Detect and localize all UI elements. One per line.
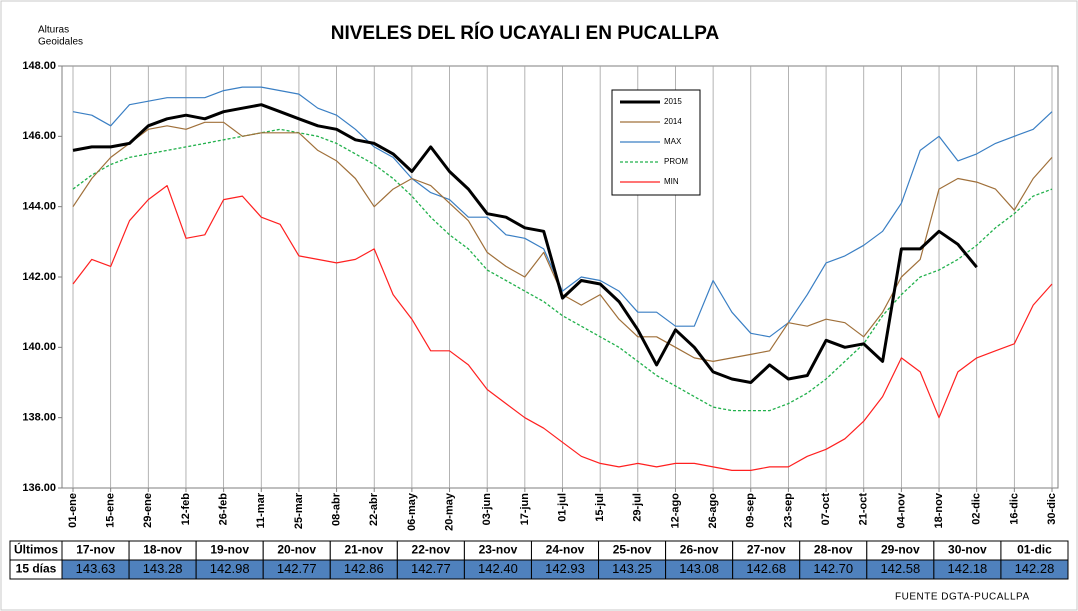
x-tick-label: 15-ene [105, 493, 117, 528]
legend-label: 2014 [664, 117, 682, 126]
table-value: 142.98 [210, 561, 250, 576]
legend-label: MIN [664, 177, 679, 186]
table-date: 29-nov [881, 543, 920, 557]
table-value: 143.28 [143, 561, 183, 576]
table-value: 142.86 [344, 561, 384, 576]
x-tick-label: 26-feb [218, 493, 230, 526]
table-value: 142.70 [813, 561, 853, 576]
y-tick-label: 146.00 [22, 130, 56, 142]
table-value: 142.77 [277, 561, 317, 576]
x-tick-label: 18-nov [933, 492, 945, 528]
y-tick-label: 136.00 [22, 482, 56, 494]
y-tick-label: 148.00 [22, 60, 56, 72]
table-date: 21-nov [344, 543, 383, 557]
source-note: FUENTE DGTA-PUCALLPA [895, 592, 1030, 603]
x-tick-label: 07-oct [820, 493, 832, 526]
x-tick-label: 04-nov [895, 492, 907, 528]
series-line [72, 185, 1053, 471]
x-tick-label: 20-may [443, 492, 455, 531]
x-tick-label: 29-jul [632, 493, 644, 522]
table-header: Últimos [14, 542, 58, 557]
y-tick-label: 140.00 [22, 341, 56, 353]
y-axis-label: Alturas [38, 25, 69, 36]
table-date: 01-dic [1017, 543, 1052, 557]
table-date: 18-nov [143, 543, 182, 557]
y-tick-label: 142.00 [22, 271, 56, 283]
table-value: 143.08 [679, 561, 719, 576]
table-value: 143.63 [76, 561, 116, 576]
x-tick-label: 30-dic [1046, 493, 1058, 525]
x-tick-label: 23-sep [782, 493, 794, 528]
table-value: 142.28 [1015, 561, 1055, 576]
table-date: 22-nov [412, 543, 451, 557]
table-date: 30-nov [948, 543, 987, 557]
x-tick-label: 25-mar [293, 492, 305, 529]
series-line [72, 128, 1053, 412]
plot-area [61, 65, 1059, 489]
table-value: 142.18 [948, 561, 988, 576]
y-tick-label: 144.00 [22, 201, 56, 213]
series-line [72, 103, 978, 384]
table-value: 142.93 [545, 561, 585, 576]
table-date: 23-nov [479, 543, 518, 557]
table-date: 28-nov [814, 543, 853, 557]
table-value: 142.58 [880, 561, 920, 576]
legend-label: PROM [664, 157, 688, 166]
table-value: 142.40 [478, 561, 518, 576]
legend-label: 2015 [664, 97, 682, 106]
x-tick-label: 11-mar [255, 492, 267, 528]
x-tick-label: 02-dic [971, 493, 983, 525]
x-tick-label: 01-jul [556, 493, 568, 522]
y-tick-label: 138.00 [22, 412, 56, 424]
table-cell [1000, 559, 1069, 580]
table-value: 142.77 [411, 561, 451, 576]
table-header: 15 días [16, 562, 57, 576]
table-value: 142.68 [746, 561, 786, 576]
table-date: 19-nov [210, 543, 249, 557]
x-tick-label: 01-ene [67, 493, 79, 528]
chart-title: NIVELES DEL RÍO UCAYALI EN PUCALLPA [331, 22, 720, 44]
x-tick-label: 03-jun [481, 493, 493, 526]
table-date: 26-nov [680, 543, 719, 557]
x-tick-label: 26-ago [707, 493, 719, 529]
table-date: 27-nov [747, 543, 786, 557]
y-axis-label: Geoidales [38, 37, 83, 48]
table-value: 143.25 [612, 561, 652, 576]
x-tick-label: 06-may [406, 492, 418, 531]
table-date: 20-nov [277, 543, 316, 557]
x-tick-label: 15-jul [594, 493, 606, 522]
x-tick-label: 16-dic [1008, 493, 1020, 525]
x-tick-label: 12-feb [180, 493, 192, 526]
x-tick-label: 08-abr [330, 492, 342, 526]
legend-label: MAX [664, 137, 682, 146]
x-tick-label: 12-ago [669, 493, 681, 529]
x-tick-label: 22-abr [368, 492, 380, 526]
table-date: 17-nov [76, 543, 115, 557]
x-tick-label: 09-sep [745, 493, 757, 528]
series-line [72, 86, 1053, 338]
table-date: 25-nov [613, 543, 652, 557]
x-tick-label: 17-jun [519, 493, 531, 526]
table-date: 24-nov [546, 543, 585, 557]
x-tick-label: 29-ene [142, 493, 154, 528]
x-tick-label: 21-oct [858, 493, 870, 526]
